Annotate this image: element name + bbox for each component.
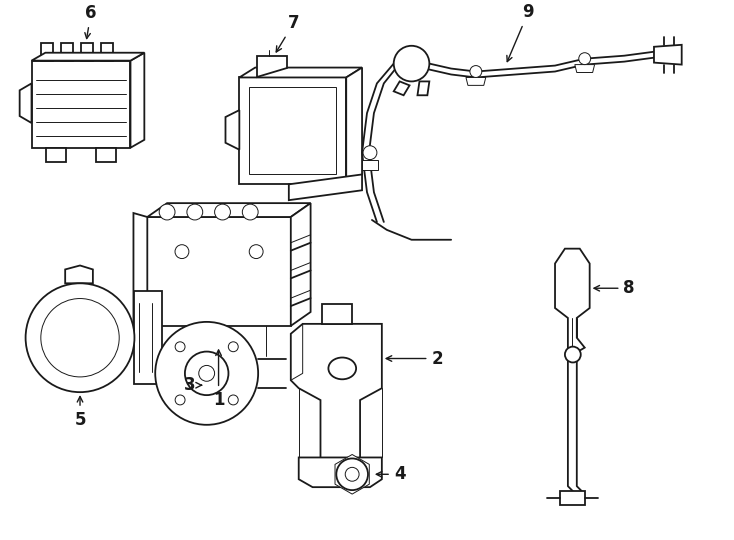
Polygon shape	[65, 266, 93, 284]
Polygon shape	[96, 148, 116, 161]
Circle shape	[199, 366, 214, 381]
Polygon shape	[575, 65, 595, 72]
Polygon shape	[466, 77, 486, 85]
Circle shape	[250, 245, 263, 259]
Circle shape	[565, 347, 581, 362]
Polygon shape	[555, 248, 589, 357]
Polygon shape	[250, 87, 336, 174]
Polygon shape	[20, 83, 32, 123]
Polygon shape	[362, 160, 378, 171]
Polygon shape	[322, 304, 352, 324]
Circle shape	[175, 342, 185, 352]
Text: 8: 8	[594, 279, 635, 297]
Polygon shape	[291, 203, 310, 326]
Polygon shape	[393, 82, 410, 95]
Polygon shape	[148, 217, 291, 326]
Text: 9: 9	[507, 3, 534, 62]
Polygon shape	[134, 291, 162, 384]
Polygon shape	[101, 43, 113, 60]
Polygon shape	[225, 110, 239, 150]
Circle shape	[363, 146, 377, 160]
Polygon shape	[41, 43, 54, 60]
Circle shape	[41, 299, 119, 377]
Text: 5: 5	[74, 396, 86, 429]
Circle shape	[228, 395, 239, 405]
Polygon shape	[208, 372, 231, 399]
Polygon shape	[257, 56, 287, 77]
Circle shape	[26, 284, 134, 392]
Polygon shape	[213, 377, 226, 393]
Circle shape	[175, 245, 189, 259]
Circle shape	[242, 204, 258, 220]
Circle shape	[470, 65, 482, 77]
Text: 1: 1	[213, 350, 225, 409]
Text: 4: 4	[377, 465, 405, 483]
Circle shape	[336, 458, 368, 490]
Polygon shape	[560, 491, 585, 505]
Polygon shape	[239, 68, 362, 77]
Polygon shape	[346, 68, 362, 184]
Polygon shape	[32, 60, 131, 148]
Polygon shape	[32, 53, 145, 60]
Circle shape	[214, 204, 230, 220]
Polygon shape	[291, 324, 382, 469]
Text: 3: 3	[184, 376, 202, 394]
Polygon shape	[131, 53, 145, 148]
Circle shape	[155, 322, 258, 425]
Circle shape	[187, 204, 203, 220]
Polygon shape	[418, 82, 429, 95]
Text: 6: 6	[85, 4, 97, 38]
Text: 7: 7	[276, 14, 299, 52]
Polygon shape	[299, 457, 382, 487]
Text: 2: 2	[386, 349, 443, 368]
Circle shape	[228, 342, 239, 352]
Circle shape	[159, 204, 175, 220]
Circle shape	[345, 467, 359, 481]
Polygon shape	[148, 203, 310, 217]
Polygon shape	[335, 455, 369, 494]
Polygon shape	[654, 45, 682, 65]
Polygon shape	[288, 174, 362, 200]
Polygon shape	[134, 213, 148, 330]
Circle shape	[185, 352, 228, 395]
Polygon shape	[81, 43, 93, 60]
Circle shape	[175, 395, 185, 405]
Polygon shape	[46, 148, 66, 161]
Polygon shape	[239, 77, 346, 184]
Ellipse shape	[328, 357, 356, 379]
Circle shape	[579, 53, 591, 65]
Polygon shape	[61, 43, 73, 60]
Circle shape	[393, 46, 429, 82]
